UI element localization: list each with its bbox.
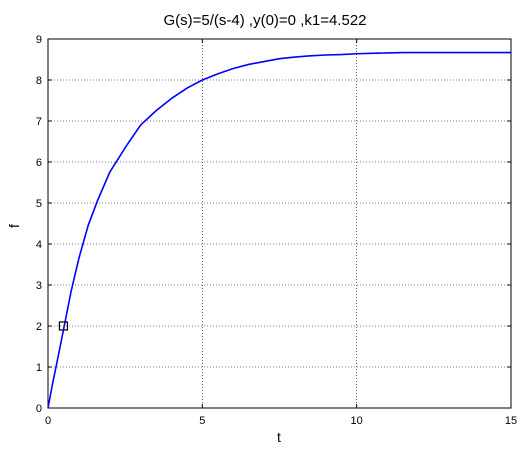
x-tick-label: 5: [199, 415, 205, 427]
y-tick-label: 8: [36, 75, 42, 87]
y-tick-label: 2: [36, 321, 42, 333]
y-tick-label: 0: [36, 403, 42, 415]
y-tick-label: 9: [36, 34, 42, 46]
y-tick-label: 7: [36, 116, 42, 128]
square-marker: [58, 321, 69, 331]
plot-area: [47, 38, 512, 409]
y-tick-label: 6: [36, 157, 42, 169]
y-tick-label: 5: [36, 198, 42, 210]
y-tick-label: 4: [36, 239, 42, 251]
response-curve: [47, 51, 511, 409]
y-tick-label: 1: [36, 362, 42, 374]
y-tick-label: 3: [36, 280, 42, 292]
x-tick-label: 10: [351, 415, 363, 427]
x-tick-label: 15: [505, 415, 517, 427]
x-tick-label: 0: [45, 415, 51, 427]
series-layer: [47, 51, 511, 409]
axis-ticks: 0 5 10 15 0 1 2 3 4 5 6 7 8 9: [36, 34, 517, 427]
chart-title: G(s)=5/(s-4) ,y(0)=0 ,k1=4.522: [164, 12, 367, 29]
grid-lines: [48, 39, 511, 408]
x-axis-label: t: [277, 429, 281, 445]
y-axis-label: f: [6, 224, 22, 228]
